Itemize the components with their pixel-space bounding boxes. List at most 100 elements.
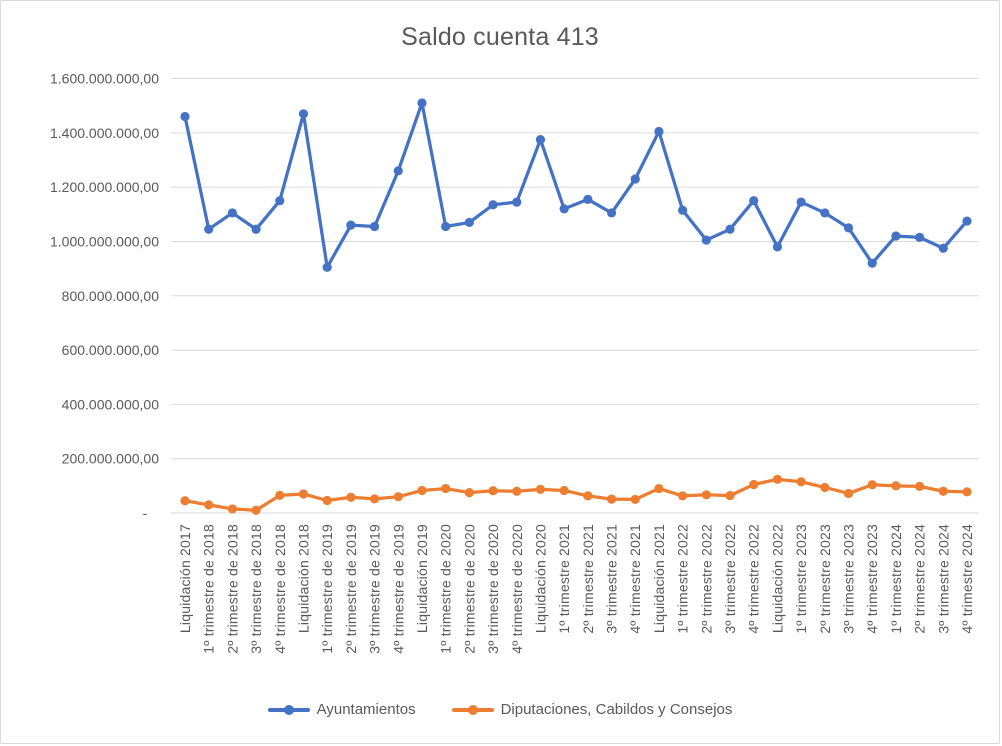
x-axis-tick-label: 2º trimestre de 2019 [343, 524, 359, 654]
data-point-ayuntamientos[interactable] [725, 224, 735, 234]
data-point-ayuntamientos[interactable] [441, 221, 451, 232]
data-point-diputaciones[interactable] [441, 483, 451, 494]
x-axis-tick-label: 1º trimestre de 2019 [319, 524, 335, 654]
data-point-diputaciones[interactable] [843, 488, 854, 499]
data-point-ayuntamientos[interactable] [346, 220, 356, 230]
data-point-ayuntamientos[interactable] [322, 262, 332, 272]
data-point-diputaciones[interactable] [512, 486, 522, 496]
data-point-diputaciones[interactable] [322, 495, 332, 506]
data-point-diputaciones[interactable] [915, 481, 925, 491]
data-point-ayuntamientos[interactable] [796, 197, 806, 207]
data-point-diputaciones[interactable] [417, 485, 427, 496]
data-point-ayuntamientos[interactable] [180, 111, 190, 122]
x-axis-tick-label: 3º trimestre de 2020 [485, 524, 501, 654]
data-point-ayuntamientos[interactable] [843, 223, 854, 233]
data-point-ayuntamientos[interactable] [867, 258, 877, 268]
data-point-ayuntamientos[interactable] [298, 109, 309, 119]
data-point-diputaciones[interactable] [678, 491, 688, 501]
x-axis-tick-label: 2º trimestre 2021 [580, 524, 596, 634]
data-point-ayuntamientos[interactable] [654, 126, 664, 137]
data-point-diputaciones[interactable] [251, 505, 261, 515]
y-axis-tick-label: - [143, 505, 159, 521]
x-axis-tick-label: Liquidación 2017 [177, 524, 193, 633]
data-point-diputaciones[interactable] [393, 492, 403, 502]
data-point-diputaciones[interactable] [938, 486, 948, 496]
data-point-ayuntamientos[interactable] [464, 217, 474, 228]
data-point-diputaciones[interactable] [820, 482, 830, 493]
data-point-diputaciones[interactable] [867, 480, 877, 490]
data-point-diputaciones[interactable] [891, 481, 901, 491]
x-axis-tick-label: 1º trimestre de 2020 [438, 524, 454, 654]
data-point-ayuntamientos[interactable] [630, 174, 640, 184]
x-axis-tick-label: 1º trimestre 2022 [675, 524, 691, 634]
data-point-ayuntamientos[interactable] [606, 208, 617, 218]
x-axis-tick-label: 4º trimestre de 2019 [390, 524, 406, 654]
data-point-ayuntamientos[interactable] [275, 196, 285, 206]
data-point-ayuntamientos[interactable] [535, 135, 546, 145]
x-axis-tick-label: Liquidación 2022 [769, 524, 785, 633]
data-point-diputaciones[interactable] [204, 500, 214, 510]
x-axis-tick-label: 4º trimestre de 2018 [272, 524, 288, 654]
y-axis-tick-label: 1.200.000.000,00 [50, 179, 159, 195]
data-point-diputaciones[interactable] [535, 484, 546, 494]
series-line-ayuntamientos[interactable] [183, 101, 969, 269]
x-axis-tick-label: 3º trimestre 2024 [935, 524, 951, 634]
data-point-ayuntamientos[interactable] [227, 208, 237, 218]
data-point-ayuntamientos[interactable] [583, 194, 593, 204]
data-point-diputaciones[interactable] [298, 489, 309, 499]
x-axis-tick-label: 3º trimestre 2023 [841, 524, 857, 634]
data-point-ayuntamientos[interactable] [678, 205, 688, 215]
data-point-diputaciones[interactable] [725, 491, 735, 501]
data-point-diputaciones[interactable] [464, 488, 474, 498]
legend-marker-ayuntamientos-icon [267, 704, 310, 715]
legend-item-ayuntamientos[interactable]: Ayuntamientos [267, 701, 416, 718]
data-point-diputaciones[interactable] [962, 487, 972, 497]
x-axis-tick-label: 1º trimestre 2024 [888, 524, 904, 634]
data-point-ayuntamientos[interactable] [393, 166, 403, 176]
x-axis-tick-label: Liquidación 2021 [651, 524, 667, 633]
data-point-diputaciones[interactable] [275, 490, 285, 500]
x-axis-tick-label: 4º trimestre 2024 [959, 524, 975, 634]
data-point-diputaciones[interactable] [772, 474, 783, 484]
data-point-ayuntamientos[interactable] [772, 242, 783, 252]
data-point-ayuntamientos[interactable] [559, 204, 569, 214]
series-line-diputaciones[interactable] [183, 477, 969, 512]
y-axis-tick-label: 800.000.000,00 [62, 288, 160, 304]
data-point-ayuntamientos[interactable] [938, 243, 948, 253]
data-point-diputaciones[interactable] [701, 490, 711, 500]
data-point-ayuntamientos[interactable] [512, 197, 522, 207]
y-axis-tick-label: 1.600.000.000,00 [50, 71, 159, 87]
data-point-ayuntamientos[interactable] [488, 200, 498, 210]
data-point-diputaciones[interactable] [606, 494, 617, 504]
data-point-diputaciones[interactable] [749, 479, 759, 490]
data-point-diputaciones[interactable] [369, 494, 380, 504]
data-point-diputaciones[interactable] [630, 494, 640, 505]
data-point-ayuntamientos[interactable] [204, 224, 214, 234]
x-axis-tick-label: 2º trimestre de 2020 [461, 524, 477, 654]
data-point-ayuntamientos[interactable] [701, 235, 711, 245]
data-point-ayuntamientos[interactable] [251, 224, 261, 234]
y-axis-tick-label: 200.000.000,00 [62, 451, 160, 467]
data-point-diputaciones[interactable] [346, 492, 356, 502]
data-point-ayuntamientos[interactable] [369, 221, 380, 232]
data-point-diputaciones[interactable] [583, 491, 593, 501]
x-axis-tick-label: Liquidación 2020 [532, 524, 548, 633]
y-axis-tick-label: 1.000.000.000,00 [50, 233, 159, 249]
x-axis-tick-label: 1º trimestre 2021 [556, 524, 572, 634]
data-point-ayuntamientos[interactable] [820, 208, 830, 218]
data-point-diputaciones[interactable] [227, 504, 237, 514]
data-point-ayuntamientos[interactable] [891, 231, 901, 241]
data-point-diputaciones[interactable] [488, 486, 498, 496]
data-point-diputaciones[interactable] [796, 477, 806, 487]
data-point-ayuntamientos[interactable] [417, 98, 427, 108]
data-point-ayuntamientos[interactable] [962, 216, 972, 226]
y-axis-tick-label: 400.000.000,00 [62, 396, 160, 412]
data-point-ayuntamientos[interactable] [915, 232, 925, 242]
legend-label-diputaciones: Diputaciones, Cabildos y Consejos [500, 701, 733, 718]
legend-item-diputaciones[interactable]: Diputaciones, Cabildos y Consejos [451, 701, 733, 718]
data-point-diputaciones[interactable] [180, 496, 190, 506]
data-point-diputaciones[interactable] [654, 483, 664, 494]
legend-marker-diputaciones-icon [451, 704, 494, 715]
data-point-ayuntamientos[interactable] [749, 196, 759, 206]
data-point-diputaciones[interactable] [559, 485, 569, 496]
